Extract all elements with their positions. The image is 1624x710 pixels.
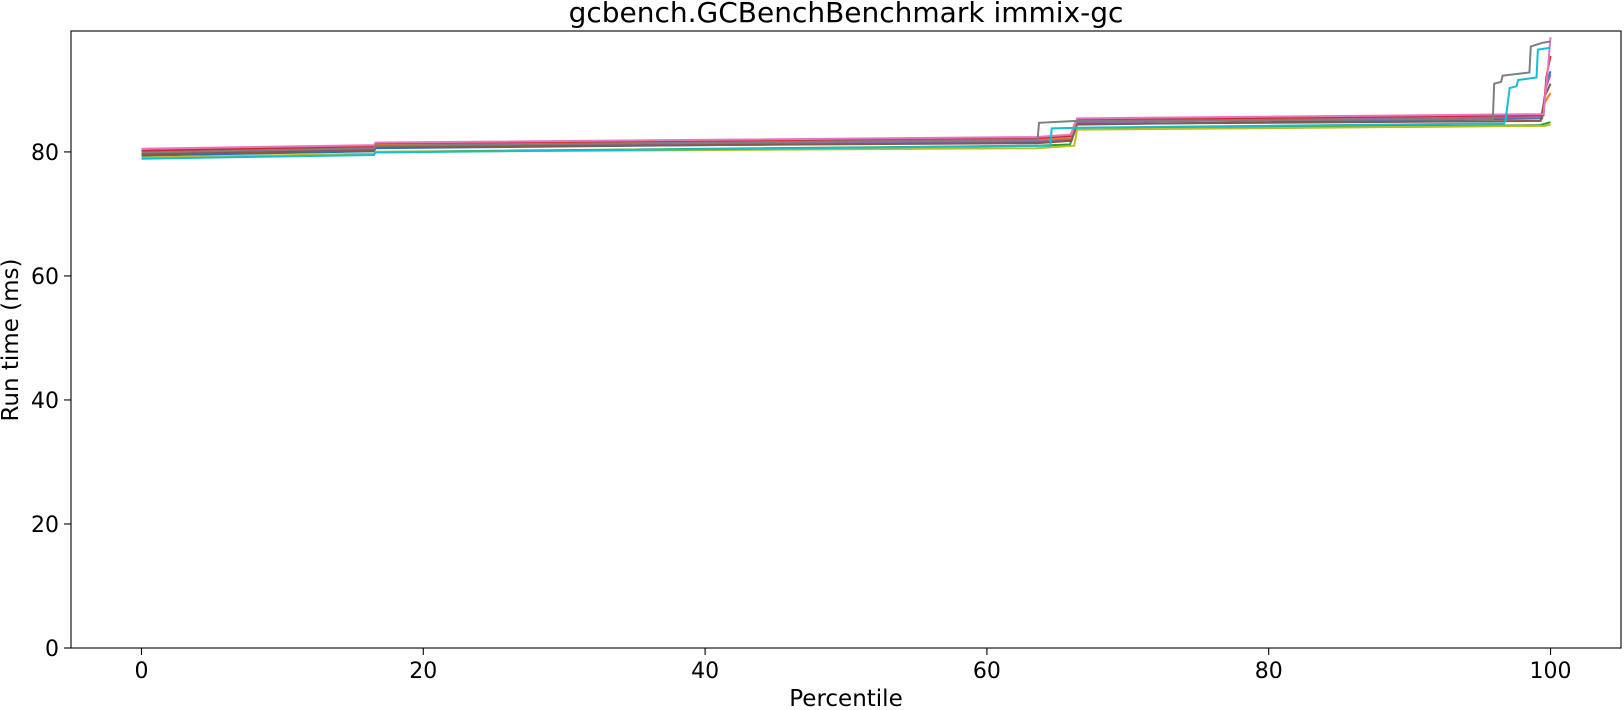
x-tick-label: 0: [134, 659, 148, 684]
y-tick-label: 0: [45, 637, 59, 662]
x-axis: 0 20 40 60 80 100: [134, 648, 1572, 684]
y-axis-label: Run time (ms): [0, 258, 24, 421]
series-line-10: [141, 46, 1551, 160]
x-tick-label: 100: [1530, 659, 1572, 684]
y-tick-label: 80: [31, 141, 59, 166]
y-tick-label: 40: [31, 389, 59, 414]
x-tick-label: 60: [973, 659, 1001, 684]
chart-title: gcbench.GCBenchBenchmark immix-gc: [569, 0, 1124, 29]
plot-frame: [70, 30, 1622, 649]
y-axis: 0 20 40 60 80: [31, 141, 71, 662]
series-layer: [141, 37, 1552, 160]
x-tick-label: 20: [409, 659, 437, 684]
x-axis-label: Percentile: [789, 686, 902, 710]
x-tick-label: 80: [1255, 659, 1283, 684]
y-tick-label: 60: [31, 265, 59, 290]
series-line-7: [141, 37, 1552, 150]
y-tick-label: 20: [31, 513, 59, 538]
x-tick-label: 40: [691, 659, 719, 684]
series-line-8: [141, 40, 1551, 154]
